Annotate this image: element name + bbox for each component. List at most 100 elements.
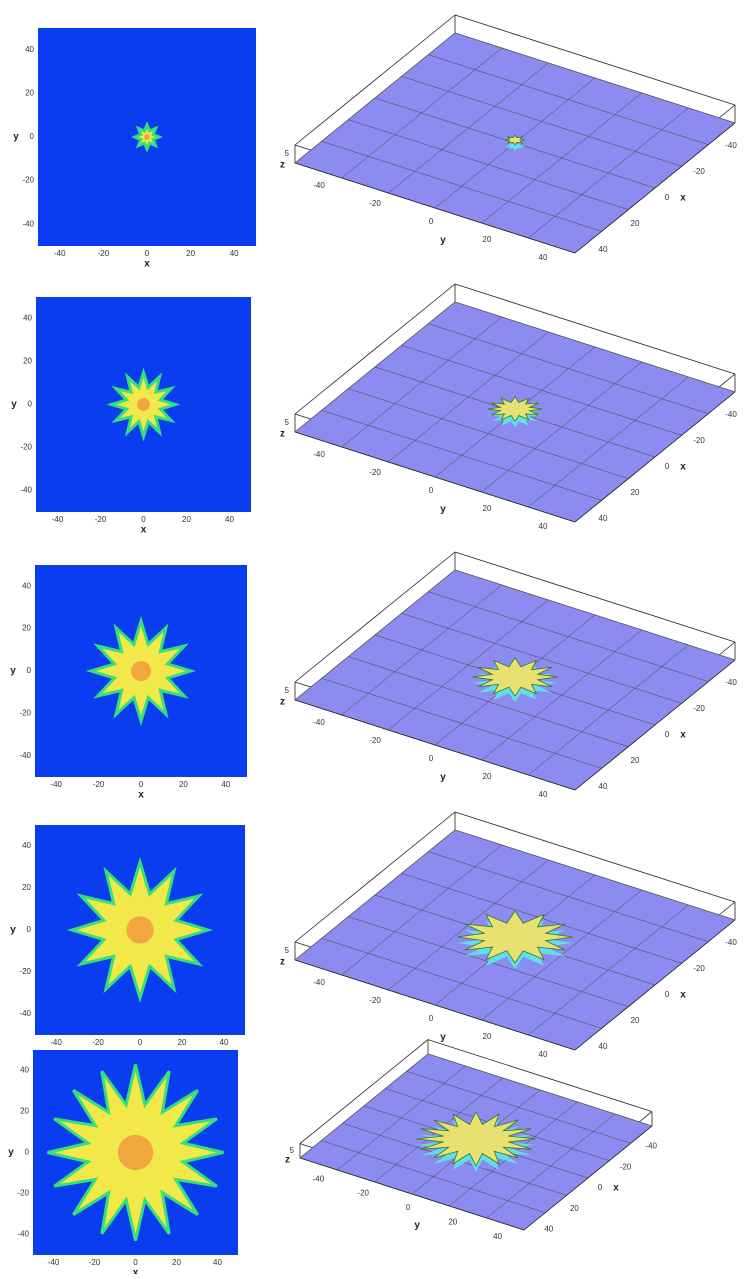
x-tick-label: 20 [570, 1204, 579, 1213]
crystal-surface [416, 1111, 536, 1167]
x-tick-label: 40 [599, 782, 608, 791]
x-tick-label: -20 [95, 515, 107, 524]
front-edge [574, 919, 736, 1051]
x-tick-label: -40 [725, 678, 737, 687]
y-tick-label: 20 [23, 357, 32, 366]
y-tick-label: 20 [483, 504, 492, 513]
x-tick-label: 0 [665, 990, 670, 999]
x-tick-label: -40 [725, 938, 737, 947]
crystal-core [137, 398, 150, 411]
z-tick-label: 5 [285, 418, 290, 427]
front-edge [574, 659, 736, 791]
crystal-surface [487, 396, 543, 422]
y-tick-label: -40 [313, 1174, 325, 1183]
y-tick-label: 40 [539, 790, 548, 799]
y-tick-label: 20 [25, 89, 34, 98]
x-axis-label: x [680, 990, 686, 1001]
bounding-box-edge [454, 14, 736, 106]
y-tick-label: 20 [448, 1218, 457, 1227]
y-tick-label: -40 [313, 978, 325, 987]
surface-plot: -40 -20 0 20 40 -40 -20 0 20 40 5 y x z [285, 1039, 658, 1241]
x-tick-label: 20 [631, 1016, 640, 1025]
z-axis-label: z [280, 429, 285, 440]
y-tick-label: -40 [22, 219, 34, 228]
y-tick-label: -20 [369, 736, 381, 745]
x-tick-label: 0 [665, 193, 670, 202]
z-tick-label: 5 [290, 1146, 295, 1155]
y-tick-label: -20 [22, 176, 34, 185]
front-edge [294, 162, 576, 254]
z-axis-label: z [285, 1155, 290, 1166]
x-axis-label: x [138, 790, 144, 801]
y-tick-label: 40 [22, 841, 31, 850]
front-edge [523, 1125, 653, 1231]
bounding-box-edge [454, 283, 736, 375]
y-axis-label: y [440, 772, 446, 783]
x-tick-label: 40 [544, 1225, 553, 1234]
x-tick-label: 40 [225, 515, 234, 524]
y-tick-label: 0 [27, 666, 32, 675]
y-tick-label: 20 [22, 624, 31, 633]
x-tick-label: -40 [52, 515, 64, 524]
y-tick-label: 40 [539, 253, 548, 262]
x-tick-label: -20 [693, 964, 705, 973]
bounding-box-edge [454, 551, 736, 643]
surface-plot: -40 -20 0 20 40 -40 -20 0 20 40 5 y x z [280, 551, 737, 799]
y-tick-label: 0 [27, 925, 32, 934]
y-tick-label: -20 [19, 709, 31, 718]
y-tick-label: 20 [22, 883, 31, 892]
x-tick-label: -20 [93, 780, 105, 789]
bounding-box-edge [427, 1039, 653, 1112]
y-axis-label: y [8, 1147, 14, 1158]
y-tick-label: 0 [25, 1148, 30, 1157]
x-tick-label: -20 [92, 1038, 104, 1047]
z-tick-label: 5 [285, 946, 290, 955]
x-tick-label: -40 [645, 1142, 657, 1151]
x-tick-label: 40 [220, 1038, 229, 1047]
y-tick-label: 20 [483, 1032, 492, 1041]
x-axis-label: x [144, 259, 150, 270]
x-tick-label: 20 [182, 515, 191, 524]
crystal-surface [504, 134, 526, 146]
z-tick-label: 5 [285, 149, 290, 158]
z-axis-label: z [280, 957, 285, 968]
x-tick-label: 0 [665, 462, 670, 471]
crystal-base [504, 141, 526, 151]
x-tick-label: 20 [631, 488, 640, 497]
x-tick-label: 40 [599, 514, 608, 523]
y-tick-label: -20 [369, 199, 381, 208]
x-tick-label: 0 [598, 1183, 603, 1192]
x-tick-label: 20 [172, 1258, 181, 1267]
y-tick-label: 40 [539, 1050, 548, 1059]
x-tick-label: -40 [725, 141, 737, 150]
y-tick-label: 0 [30, 132, 35, 141]
crystal-core [131, 661, 151, 681]
y-axis-label: y [440, 504, 446, 515]
y-tick-label: -40 [19, 751, 31, 760]
grid-line [428, 851, 709, 942]
x-axis-label: x [680, 193, 686, 204]
x-axis-label: x [133, 1268, 139, 1274]
y-axis-label: y [13, 132, 19, 143]
y-tick-label: 40 [22, 581, 31, 590]
x-tick-label: -40 [50, 780, 62, 789]
x-tick-label: 40 [221, 780, 230, 789]
front-edge [294, 431, 576, 523]
bounding-box-edge [294, 551, 456, 683]
grid-line [428, 323, 709, 414]
bounding-box-edge [294, 811, 456, 943]
x-tick-label: 0 [665, 730, 670, 739]
y-axis-label: y [10, 666, 16, 677]
x-tick-label: -20 [89, 1258, 101, 1267]
x-tick-label: 40 [213, 1258, 222, 1267]
z-axis-label: z [280, 697, 285, 708]
y-tick-label: 20 [20, 1107, 29, 1116]
crystal-core [126, 916, 154, 944]
y-tick-label: -40 [17, 1230, 29, 1239]
y-tick-label: 0 [28, 400, 33, 409]
y-tick-label: -20 [369, 996, 381, 1005]
z-axis-label: z [280, 160, 285, 171]
x-tick-label: 0 [138, 1038, 143, 1047]
bounding-box-edge [294, 14, 456, 146]
grid-line [428, 54, 709, 145]
